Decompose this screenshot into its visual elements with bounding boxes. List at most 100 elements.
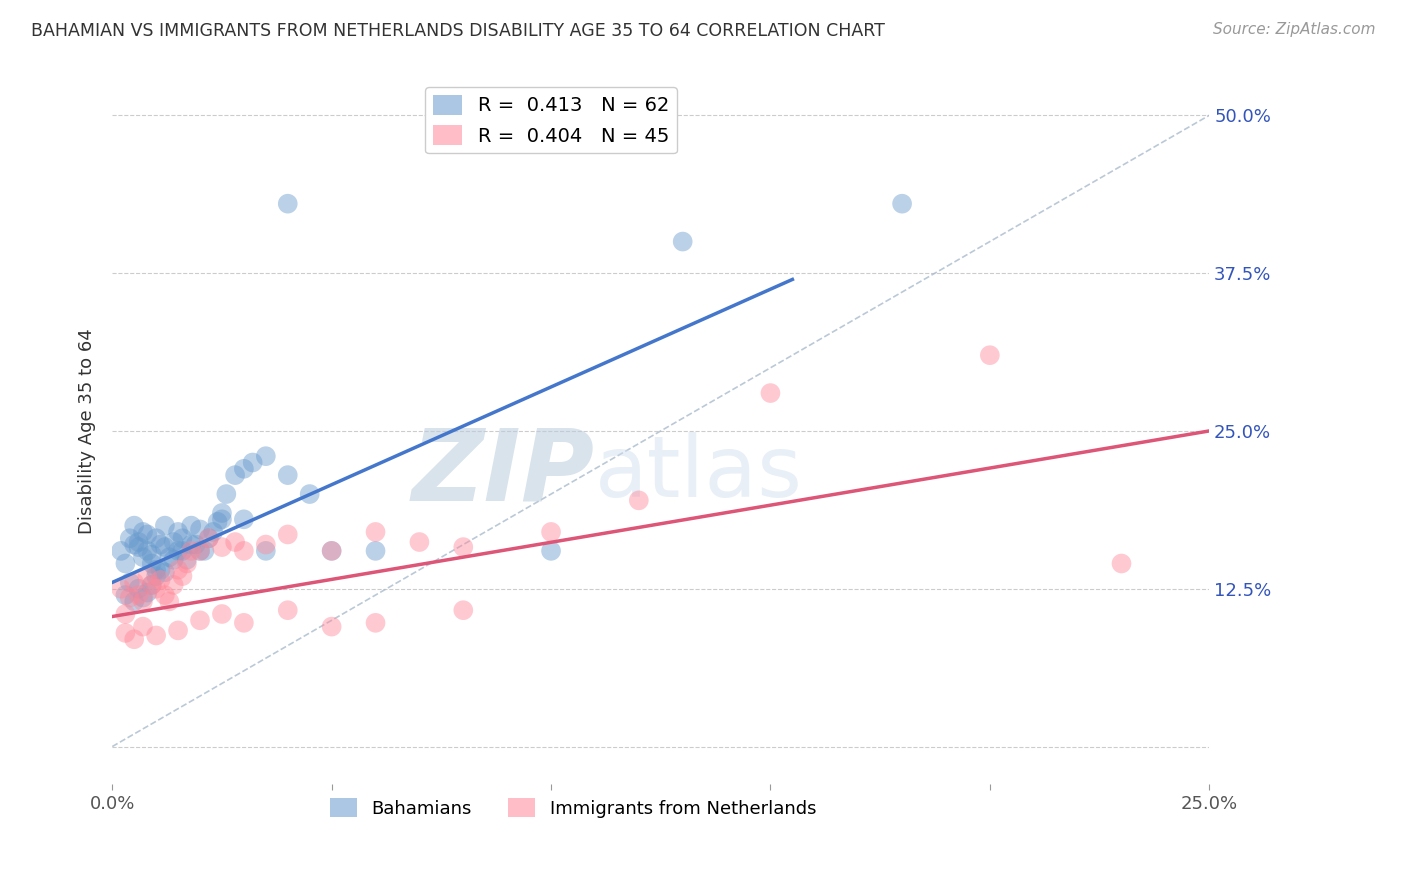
Point xyxy=(180,544,202,558)
Point xyxy=(167,624,190,638)
Point xyxy=(232,615,254,630)
Point xyxy=(202,524,225,539)
Point xyxy=(149,537,172,551)
Point xyxy=(163,535,186,549)
Point xyxy=(145,628,167,642)
Point xyxy=(110,582,132,596)
Point xyxy=(364,524,387,539)
Point xyxy=(114,557,136,571)
Point xyxy=(232,462,254,476)
Point xyxy=(224,535,246,549)
Point xyxy=(453,603,475,617)
Point xyxy=(197,531,219,545)
Point xyxy=(188,613,211,627)
Point xyxy=(197,531,219,545)
Point xyxy=(122,518,145,533)
Point xyxy=(172,569,194,583)
Point xyxy=(128,535,150,549)
Point xyxy=(132,550,155,565)
Point xyxy=(163,552,186,566)
Point xyxy=(136,544,159,558)
Point xyxy=(180,518,202,533)
Point xyxy=(141,578,163,592)
Point xyxy=(122,575,145,590)
Text: Source: ZipAtlas.com: Source: ZipAtlas.com xyxy=(1212,22,1375,37)
Point xyxy=(114,588,136,602)
Legend: Bahamians, Immigrants from Netherlands: Bahamians, Immigrants from Netherlands xyxy=(323,791,824,825)
Point xyxy=(114,607,136,621)
Point xyxy=(232,512,254,526)
Point xyxy=(122,594,145,608)
Point xyxy=(1111,557,1133,571)
Point xyxy=(118,575,141,590)
Point xyxy=(157,550,180,565)
Point xyxy=(453,540,475,554)
Point xyxy=(163,578,186,592)
Point xyxy=(254,544,277,558)
Point xyxy=(176,552,198,566)
Point xyxy=(128,582,150,596)
Point xyxy=(184,537,207,551)
Point xyxy=(277,603,299,617)
Point xyxy=(136,527,159,541)
Point xyxy=(157,594,180,608)
Point xyxy=(211,540,233,554)
Point xyxy=(145,563,167,577)
Point xyxy=(118,531,141,545)
Point xyxy=(145,569,167,583)
Point xyxy=(211,607,233,621)
Point xyxy=(172,544,194,558)
Point xyxy=(172,531,194,545)
Point xyxy=(188,523,211,537)
Point xyxy=(891,196,914,211)
Point xyxy=(193,544,215,558)
Point xyxy=(759,386,782,401)
Point xyxy=(215,487,238,501)
Point xyxy=(176,557,198,571)
Point xyxy=(321,544,343,558)
Point xyxy=(364,615,387,630)
Point xyxy=(149,573,172,587)
Point xyxy=(149,563,172,577)
Point xyxy=(145,582,167,596)
Point xyxy=(242,455,264,469)
Point xyxy=(153,540,176,554)
Point xyxy=(114,626,136,640)
Point xyxy=(188,544,211,558)
Point xyxy=(136,569,159,583)
Text: ZIP: ZIP xyxy=(412,425,595,522)
Point xyxy=(132,594,155,608)
Point xyxy=(207,515,229,529)
Point xyxy=(364,544,387,558)
Point xyxy=(321,544,343,558)
Point xyxy=(321,619,343,633)
Point xyxy=(132,619,155,633)
Point xyxy=(540,544,562,558)
Point xyxy=(122,537,145,551)
Point xyxy=(118,591,141,605)
Point xyxy=(132,591,155,605)
Point xyxy=(540,524,562,539)
Point xyxy=(672,235,695,249)
Point xyxy=(153,518,176,533)
Point xyxy=(122,632,145,647)
Point xyxy=(167,544,190,558)
Text: BAHAMIAN VS IMMIGRANTS FROM NETHERLANDS DISABILITY AGE 35 TO 64 CORRELATION CHAR: BAHAMIAN VS IMMIGRANTS FROM NETHERLANDS … xyxy=(31,22,884,40)
Point xyxy=(627,493,650,508)
Point xyxy=(211,506,233,520)
Point xyxy=(136,585,159,599)
Point xyxy=(153,588,176,602)
Point xyxy=(298,487,321,501)
Point xyxy=(167,524,190,539)
Point xyxy=(979,348,1001,362)
Point xyxy=(277,527,299,541)
Point xyxy=(277,196,299,211)
Text: atlas: atlas xyxy=(595,432,803,515)
Point xyxy=(408,535,430,549)
Point xyxy=(167,563,190,577)
Point xyxy=(254,537,277,551)
Point xyxy=(153,566,176,580)
Point xyxy=(141,578,163,592)
Point xyxy=(277,468,299,483)
Point xyxy=(188,544,211,558)
